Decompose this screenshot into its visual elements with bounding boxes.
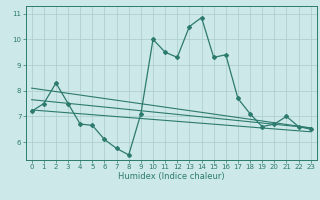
X-axis label: Humidex (Indice chaleur): Humidex (Indice chaleur) [118,172,225,181]
